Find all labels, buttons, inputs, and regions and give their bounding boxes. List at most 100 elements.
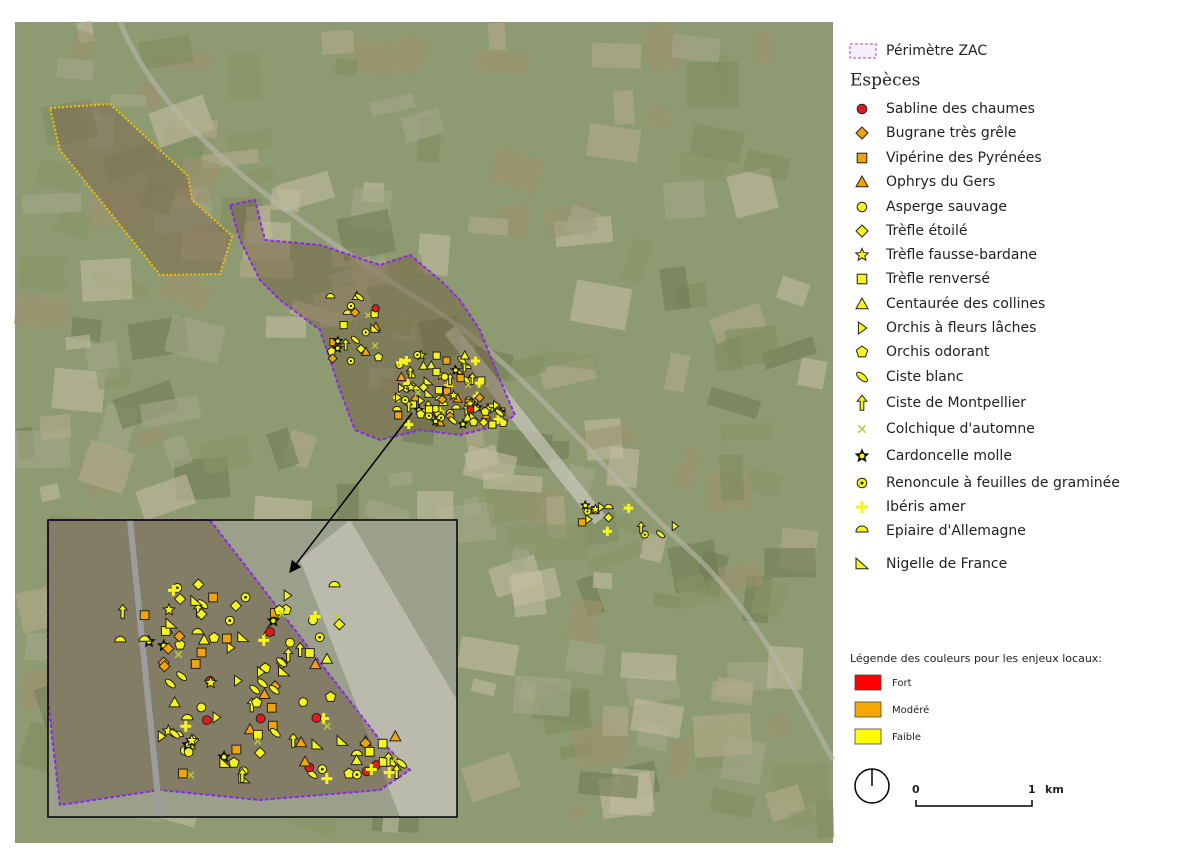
symbol-dot <box>416 353 419 357</box>
symbol <box>321 773 333 785</box>
field <box>80 257 133 302</box>
symbol <box>413 350 422 360</box>
scale-start: 0 <box>912 783 920 796</box>
symbol <box>448 416 458 425</box>
symbol-dot <box>427 414 430 418</box>
field <box>487 145 547 196</box>
symbol <box>283 589 293 603</box>
symbol <box>309 657 322 670</box>
field <box>69 29 96 61</box>
species-label: Cardoncelle molle <box>886 448 1012 464</box>
symbol-dot <box>439 416 443 419</box>
symbol <box>269 727 281 738</box>
species-label: Renoncule à feuilles de graminée <box>886 475 1120 491</box>
symbol <box>294 641 306 657</box>
field <box>312 281 374 329</box>
symbol <box>114 635 127 643</box>
species-label: Trèfle fausse-bardane <box>885 247 1037 263</box>
symbol <box>176 671 188 682</box>
color-swatch <box>854 701 882 718</box>
field <box>463 424 486 450</box>
field <box>139 394 202 429</box>
field <box>586 541 643 573</box>
field <box>226 52 263 101</box>
symbol <box>388 729 402 742</box>
field <box>21 192 82 215</box>
field <box>509 547 530 571</box>
symbol <box>493 414 503 424</box>
field <box>750 577 788 619</box>
symbol <box>139 610 150 621</box>
symbol <box>468 416 479 427</box>
symbol <box>234 674 244 688</box>
field <box>137 428 164 447</box>
field <box>56 57 95 81</box>
field <box>517 678 539 702</box>
field <box>585 122 642 163</box>
symbol <box>323 722 332 731</box>
field <box>501 353 547 383</box>
field <box>369 92 417 117</box>
field <box>576 423 633 452</box>
field <box>592 572 613 589</box>
symbol <box>424 387 436 398</box>
field <box>470 678 497 697</box>
symbol <box>346 301 356 311</box>
field <box>462 496 482 517</box>
field <box>675 572 712 611</box>
symbol <box>451 404 462 410</box>
field <box>64 334 92 351</box>
symbol <box>432 367 441 377</box>
symbol <box>855 525 869 533</box>
symbol <box>278 664 291 677</box>
field <box>135 473 197 521</box>
field <box>659 265 691 312</box>
symbol <box>224 615 235 626</box>
species-label: Asperge sauvage <box>886 199 1007 215</box>
field <box>673 444 704 492</box>
field <box>815 799 835 838</box>
symbol <box>273 604 286 616</box>
field <box>51 367 106 413</box>
field <box>720 422 772 441</box>
symbol <box>183 747 194 758</box>
field <box>629 698 685 739</box>
symbol <box>196 647 207 658</box>
symbol <box>364 312 372 319</box>
field <box>388 471 414 487</box>
symbol-dot <box>349 304 353 308</box>
field <box>709 787 756 820</box>
field <box>77 439 136 495</box>
symbol <box>464 381 472 389</box>
field <box>788 808 816 830</box>
colors-legend: Fort Modéré Faible <box>854 674 929 745</box>
symbol-dot <box>175 586 179 590</box>
symbol <box>350 753 364 766</box>
symbol <box>173 592 187 606</box>
symbol <box>395 392 403 404</box>
symbol <box>229 599 243 613</box>
symbol <box>164 678 176 689</box>
symbol <box>268 684 280 695</box>
field <box>742 149 791 181</box>
symbol-dot <box>364 331 367 334</box>
species-label: Epiaire d'Allemagne <box>886 523 1026 539</box>
symbol <box>447 389 460 401</box>
symbol <box>350 335 360 344</box>
symbol <box>436 394 448 405</box>
symbol <box>332 342 344 353</box>
symbol <box>336 734 350 746</box>
symbol <box>265 627 275 637</box>
symbol <box>174 638 186 650</box>
field <box>163 314 227 365</box>
species-label: Ophrys du Gers <box>886 174 995 190</box>
symbol <box>346 356 355 366</box>
field <box>242 221 292 262</box>
symbol <box>396 358 406 368</box>
field <box>764 547 816 578</box>
field <box>692 712 753 758</box>
symbol <box>314 632 325 643</box>
symbol <box>456 374 465 383</box>
field <box>706 386 762 420</box>
symbol <box>480 406 491 416</box>
